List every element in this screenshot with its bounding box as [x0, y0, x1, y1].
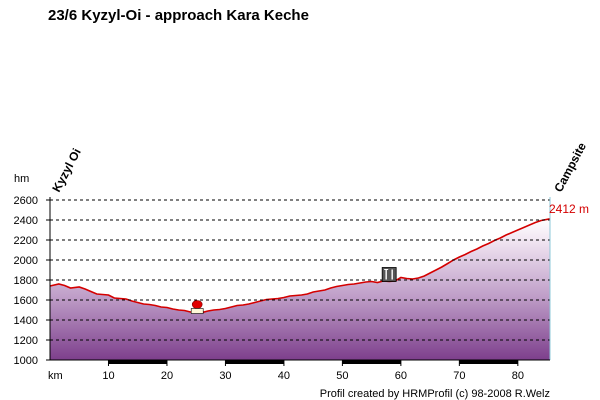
x-tick-label: 20 — [161, 370, 173, 382]
x-tick-label: 60 — [395, 370, 407, 382]
waypoint-start-label: Kyzyl Oi — [49, 146, 84, 194]
elevation-area — [49, 218, 551, 360]
red-flag-icon — [190, 300, 204, 314]
y-tick-label: 1000 — [14, 355, 38, 367]
end-elevation-label: 2412 m — [549, 202, 589, 216]
y-tick-label: 2600 — [14, 195, 38, 207]
x-axis-label: km — [48, 370, 63, 382]
y-tick-label: 2000 — [14, 255, 38, 267]
x-tick-label: 80 — [512, 370, 524, 382]
y-axis-label: hm — [14, 173, 29, 185]
waypoint-end-label: Campsite — [551, 140, 589, 195]
y-axis-ticks: 1000 1200 1400 1600 1800 2000 2200 2400 2600 — [14, 195, 50, 367]
footer-credit: Profil created by HRMProfil (c) 98-2008 … — [320, 388, 550, 400]
restaurant-icon — [381, 267, 397, 282]
chart-title: 23/6 Kyzyl-Oi - approach Kara Keche — [48, 7, 309, 24]
y-tick-label: 1600 — [14, 295, 38, 307]
elevation-line — [49, 218, 551, 314]
y-tick-label: 1800 — [14, 275, 38, 287]
x-tick-label: 70 — [453, 370, 465, 382]
route-markers — [190, 267, 397, 314]
y-tick-label: 1400 — [14, 315, 38, 327]
scale-bar-segment — [225, 360, 284, 364]
scale-bar-segment — [342, 360, 401, 364]
x-axis-ticks: 10 20 30 40 50 60 70 80 — [102, 360, 524, 382]
elevation-fill — [50, 218, 550, 360]
scale-bar-segment — [459, 360, 518, 364]
x-tick-label: 50 — [336, 370, 348, 382]
gridlines — [49, 197, 551, 361]
y-tick-label: 2400 — [14, 215, 38, 227]
x-tick-label: 30 — [219, 370, 231, 382]
x-tick-label: 40 — [278, 370, 290, 382]
scale-bar-segment — [108, 360, 167, 364]
x-tick-label: 10 — [102, 370, 114, 382]
y-tick-label: 2200 — [14, 235, 38, 247]
y-tick-label: 1200 — [14, 335, 38, 347]
